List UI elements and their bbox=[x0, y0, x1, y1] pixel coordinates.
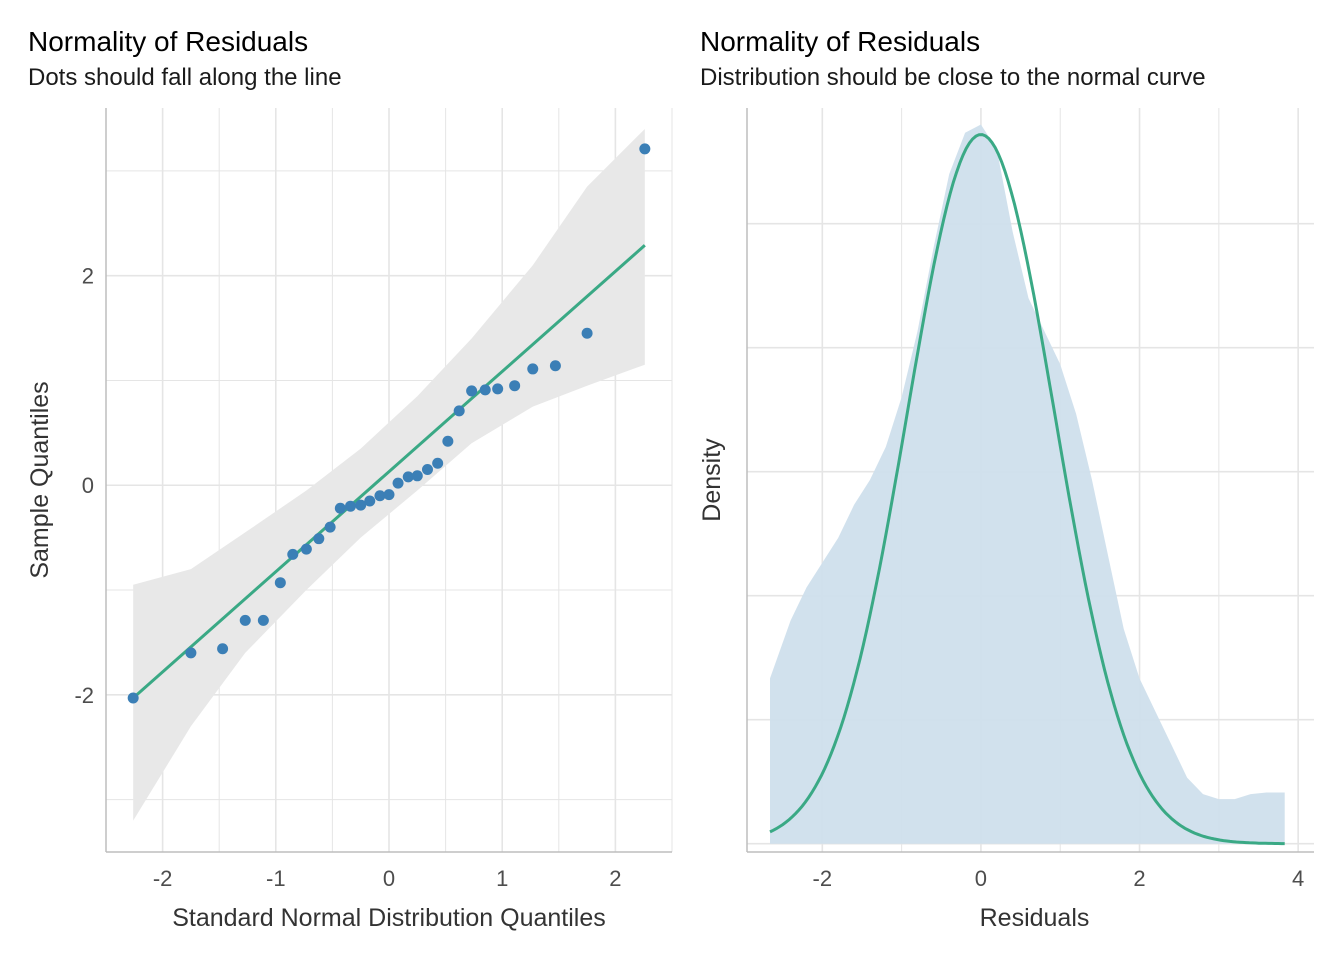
qq-point bbox=[127, 692, 139, 704]
density-plot-panel: -2 0 2 4 Residuals Density bbox=[698, 108, 1314, 932]
qq-point bbox=[274, 577, 286, 589]
qq-point bbox=[313, 533, 325, 545]
qq-point bbox=[392, 477, 404, 489]
qq-x-tick-label: -2 bbox=[153, 866, 173, 891]
qq-point bbox=[442, 435, 454, 447]
qq-x-axis-title: Standard Normal Distribution Quantiles bbox=[172, 904, 606, 932]
qq-point bbox=[453, 405, 465, 417]
qq-point bbox=[402, 471, 414, 483]
qq-point bbox=[345, 500, 357, 512]
normal-curve-line bbox=[769, 133, 1285, 846]
qq-point bbox=[355, 499, 367, 511]
qq-point bbox=[432, 457, 444, 469]
qq-y-tick-label: 2 bbox=[82, 264, 94, 289]
qq-point bbox=[492, 383, 504, 395]
qq-point bbox=[324, 521, 336, 533]
qq-x-tick-label: -1 bbox=[266, 866, 286, 891]
qq-reference-line bbox=[132, 244, 646, 700]
density-x-tick-label: 2 bbox=[1133, 866, 1145, 891]
right-panel-title: Normality of Residuals bbox=[700, 26, 981, 57]
qq-point bbox=[257, 614, 269, 626]
left-panel-title: Normality of Residuals bbox=[28, 26, 309, 57]
qq-confidence-band bbox=[133, 129, 645, 821]
qq-point bbox=[217, 643, 229, 655]
qq-point bbox=[466, 385, 478, 397]
qq-points-group bbox=[127, 143, 651, 704]
qq-x-tick-label: 0 bbox=[383, 866, 395, 891]
qq-point bbox=[374, 490, 386, 502]
qq-point bbox=[479, 384, 491, 396]
qq-plot-panel: -2 -1 0 1 2 -2 0 2 Standard Normal Distributio… bbox=[26, 108, 673, 932]
left-panel-subtitle: Dots should fall along the line bbox=[28, 64, 342, 91]
qq-point bbox=[383, 489, 395, 501]
density-x-tick-labels: -2 0 2 4 bbox=[813, 866, 1305, 891]
qq-point bbox=[239, 614, 251, 626]
qq-point bbox=[411, 470, 423, 482]
qq-point bbox=[549, 360, 561, 372]
qq-point bbox=[581, 327, 593, 339]
qq-x-tick-labels: -2 -1 0 1 2 bbox=[153, 866, 622, 891]
qq-point bbox=[421, 464, 433, 476]
qq-y-tick-label: -2 bbox=[74, 683, 94, 708]
density-y-axis-title: Density bbox=[698, 438, 726, 522]
density-x-tick-label: 4 bbox=[1292, 866, 1304, 891]
qq-point bbox=[639, 143, 651, 155]
qq-x-tick-label: 1 bbox=[496, 866, 508, 891]
qq-y-tick-labels: -2 0 2 bbox=[74, 264, 94, 708]
qq-point bbox=[300, 543, 312, 555]
density-x-tick-label: -2 bbox=[813, 866, 833, 891]
qq-point bbox=[527, 363, 539, 375]
right-panel-subtitle: Distribution should be close to the norm… bbox=[700, 64, 1206, 91]
qq-y-axis-title: Sample Quantiles bbox=[26, 381, 54, 578]
qq-y-tick-label: 0 bbox=[82, 473, 94, 498]
density-area bbox=[770, 124, 1285, 844]
qq-point bbox=[185, 647, 197, 659]
qq-point bbox=[509, 380, 521, 392]
density-x-tick-label: 0 bbox=[975, 866, 987, 891]
qq-x-tick-label: 2 bbox=[609, 866, 621, 891]
qq-point bbox=[287, 548, 299, 560]
qq-point bbox=[364, 495, 376, 507]
density-x-axis-title: Residuals bbox=[980, 904, 1090, 932]
qq-point bbox=[334, 502, 346, 514]
